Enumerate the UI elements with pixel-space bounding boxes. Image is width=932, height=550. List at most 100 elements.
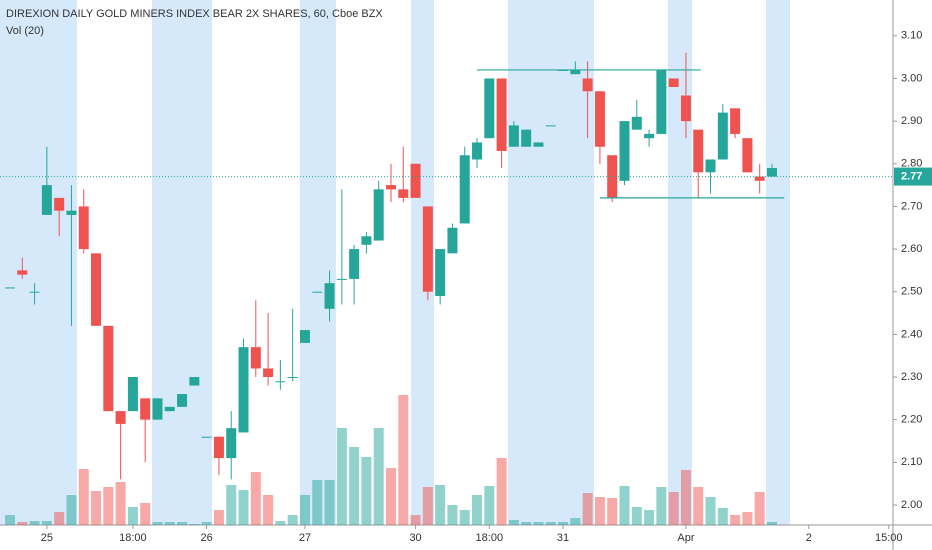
x-tick-label: 18:00 bbox=[119, 532, 147, 544]
volume-bar bbox=[140, 503, 151, 525]
candle-body bbox=[189, 377, 200, 386]
candle-body bbox=[312, 291, 323, 293]
volume-bar bbox=[66, 495, 77, 525]
volume-bar bbox=[5, 515, 15, 525]
volume-bar bbox=[484, 486, 495, 525]
candle-body bbox=[398, 189, 409, 198]
volume-bar bbox=[742, 512, 753, 525]
volume-bar bbox=[558, 522, 569, 525]
volume-bar bbox=[447, 505, 458, 525]
candle-body bbox=[41, 185, 52, 215]
volume-bar bbox=[459, 510, 470, 525]
volume-bar bbox=[115, 482, 126, 525]
volume-bar bbox=[324, 480, 335, 525]
volume-bar bbox=[299, 495, 310, 525]
volume-bar bbox=[533, 522, 544, 525]
session-band bbox=[766, 0, 790, 525]
candle-body bbox=[349, 249, 360, 279]
candle-body bbox=[263, 368, 274, 378]
candle-body bbox=[275, 381, 286, 383]
x-tick-label: 18:00 bbox=[476, 532, 504, 544]
volume-bar bbox=[435, 485, 446, 525]
y-tick-label: 2.80 bbox=[901, 158, 922, 170]
y-tick-label: 2.60 bbox=[901, 243, 922, 255]
candle-body bbox=[299, 330, 310, 343]
candle-body bbox=[91, 253, 102, 326]
volume-bar bbox=[398, 395, 409, 525]
volume-bar bbox=[607, 498, 618, 525]
candle-body bbox=[177, 394, 188, 407]
session-bands bbox=[0, 0, 790, 525]
candle-body bbox=[496, 78, 507, 151]
candle-body bbox=[533, 142, 544, 147]
candle-body bbox=[324, 283, 335, 309]
candle-body bbox=[336, 278, 347, 280]
x-tick-label: 26 bbox=[201, 532, 213, 544]
candle-body bbox=[693, 129, 704, 173]
volume-bar bbox=[656, 487, 667, 525]
volume-bar bbox=[680, 470, 691, 525]
volume-bar bbox=[275, 521, 286, 525]
candle-body bbox=[472, 142, 483, 160]
candle-body bbox=[656, 69, 667, 134]
candle-body bbox=[54, 197, 65, 211]
y-tick-label: 2.00 bbox=[901, 499, 922, 511]
volume-bar bbox=[496, 458, 507, 525]
x-tick-label: 15:00 bbox=[875, 532, 903, 544]
candle-body bbox=[680, 95, 691, 122]
candle-body bbox=[213, 436, 224, 459]
x-tick-label: 27 bbox=[299, 532, 311, 544]
candle-body bbox=[152, 398, 163, 420]
x-tick-label: 2 bbox=[806, 532, 812, 544]
candle-body bbox=[717, 112, 728, 160]
volume-bar bbox=[250, 472, 261, 525]
x-tick-label: Apr bbox=[677, 532, 694, 544]
volume-bar bbox=[644, 510, 655, 525]
volume-bar bbox=[152, 522, 163, 525]
candle-body bbox=[631, 116, 642, 130]
candle-body bbox=[410, 163, 421, 198]
y-tick-label: 2.20 bbox=[901, 414, 922, 426]
volume-bar bbox=[361, 457, 372, 525]
candle-body bbox=[594, 91, 605, 147]
candle-body bbox=[447, 227, 458, 254]
volume-bar bbox=[312, 480, 323, 525]
volume-bar bbox=[766, 522, 777, 525]
volume-bar bbox=[472, 495, 483, 525]
candle-body bbox=[644, 133, 655, 139]
candle-body bbox=[115, 411, 126, 424]
candle-body bbox=[385, 185, 396, 190]
volume-bar bbox=[705, 497, 716, 525]
volume-bar bbox=[189, 524, 200, 525]
volume-label: Vol (20) bbox=[6, 25, 44, 37]
y-tick-label: 2.40 bbox=[901, 328, 922, 340]
volume-bar bbox=[570, 518, 581, 525]
candle-body bbox=[17, 270, 28, 275]
volume-bar bbox=[164, 522, 175, 525]
volume-bar bbox=[631, 507, 642, 525]
candle-body bbox=[164, 406, 175, 412]
volume-bar bbox=[213, 510, 224, 525]
volume-bar bbox=[508, 520, 519, 525]
last-price-label: 2.77 bbox=[901, 170, 922, 182]
y-tick-label: 2.10 bbox=[901, 456, 922, 468]
volume-bar bbox=[238, 490, 249, 525]
candle-body bbox=[373, 189, 384, 241]
volume-bar bbox=[78, 469, 89, 525]
candle-body bbox=[459, 155, 470, 224]
candle-body bbox=[521, 129, 532, 147]
candle-body bbox=[201, 436, 212, 438]
candle-body bbox=[29, 291, 40, 293]
y-tick-label: 3.10 bbox=[901, 30, 922, 42]
candle-body bbox=[78, 206, 89, 250]
candle-body bbox=[66, 210, 77, 215]
y-tick-label: 2.90 bbox=[901, 115, 922, 127]
session-band bbox=[152, 0, 212, 525]
volume-bar bbox=[594, 497, 605, 525]
volume-bar bbox=[521, 522, 532, 525]
volume-bar bbox=[668, 492, 679, 525]
candle-body bbox=[570, 69, 581, 75]
volume-bar bbox=[17, 522, 28, 525]
candle-body bbox=[435, 249, 446, 296]
